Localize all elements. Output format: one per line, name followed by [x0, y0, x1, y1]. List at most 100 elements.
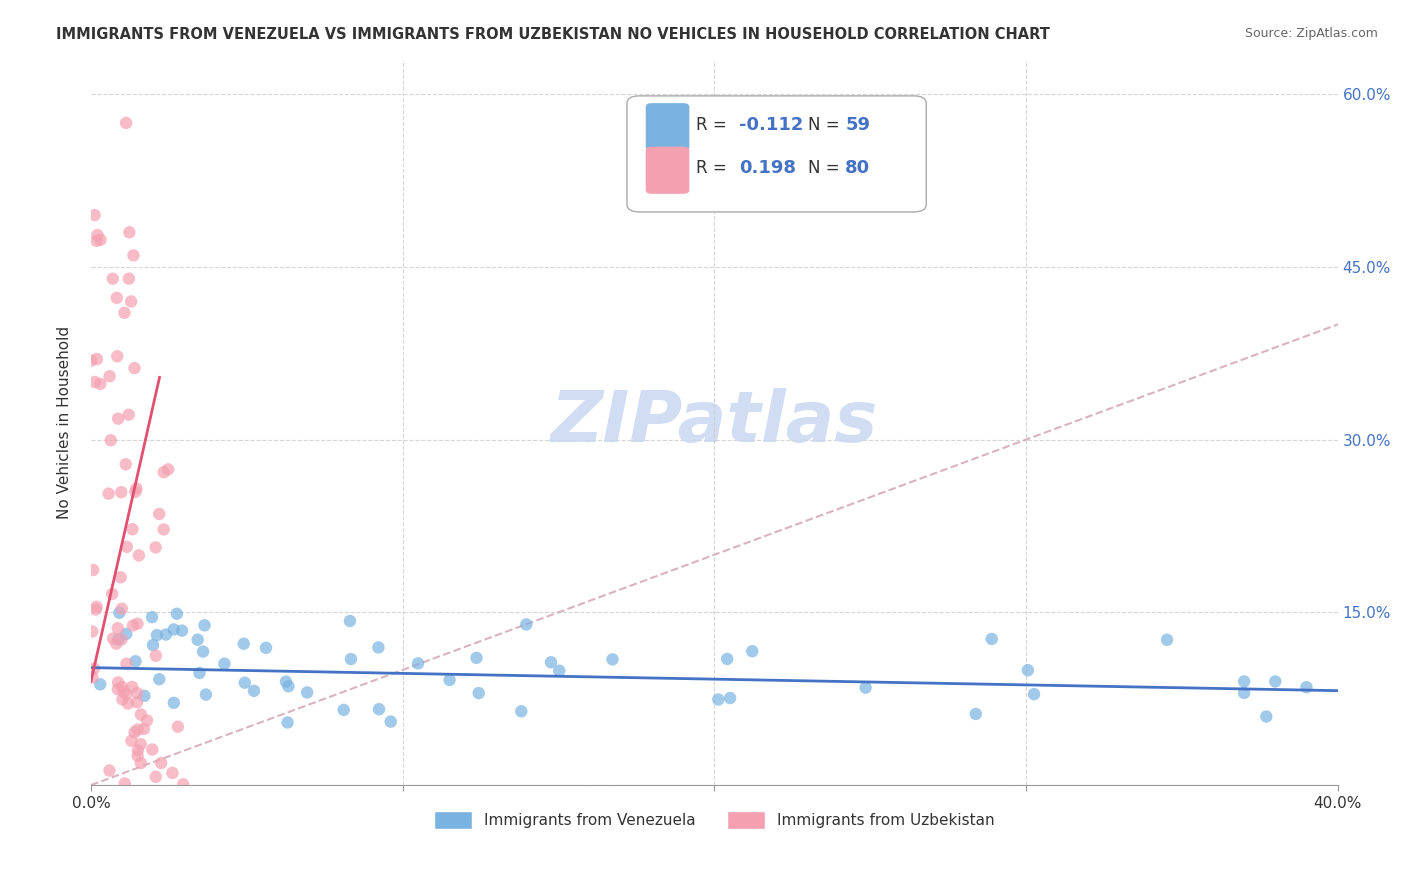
Immigrants from Uzbekistan	[145, 648, 167, 663]
Text: N =: N =	[808, 160, 845, 178]
Immigrants from Venezuela	[1256, 709, 1278, 723]
Immigrants from Uzbekistan	[86, 351, 108, 366]
Immigrants from Uzbekistan	[110, 570, 132, 584]
FancyBboxPatch shape	[627, 95, 927, 212]
Immigrants from Uzbekistan	[127, 616, 149, 631]
Immigrants from Venezuela	[295, 685, 318, 699]
Immigrants from Uzbekistan	[132, 722, 155, 736]
Immigrants from Uzbekistan	[129, 707, 152, 722]
Immigrants from Uzbekistan	[82, 624, 104, 639]
Immigrants from Venezuela	[1022, 687, 1045, 701]
Immigrants from Uzbekistan	[117, 697, 139, 711]
Immigrants from Uzbekistan	[86, 227, 108, 242]
Immigrants from Venezuela	[193, 618, 215, 632]
Immigrants from Uzbekistan	[121, 522, 143, 536]
Text: R =: R =	[696, 116, 731, 134]
Immigrants from Uzbekistan	[114, 457, 136, 471]
Immigrants from Uzbekistan	[84, 602, 107, 616]
Immigrants from Venezuela	[107, 632, 129, 647]
Immigrants from Venezuela	[214, 657, 236, 671]
Immigrants from Venezuela	[602, 652, 624, 666]
Immigrants from Uzbekistan	[105, 349, 128, 363]
Immigrants from Uzbekistan	[167, 720, 190, 734]
Immigrants from Uzbekistan	[112, 684, 135, 698]
Immigrants from Uzbekistan	[145, 770, 167, 784]
Immigrants from Venezuela	[141, 610, 163, 624]
Immigrants from Uzbekistan	[83, 208, 105, 222]
Immigrants from Venezuela	[163, 623, 186, 637]
Immigrants from Venezuela	[170, 624, 193, 638]
Immigrants from Venezuela	[166, 607, 188, 621]
Immigrants from Uzbekistan	[107, 675, 129, 690]
Immigrants from Uzbekistan	[97, 486, 120, 500]
Immigrants from Venezuela	[1017, 663, 1039, 677]
Immigrants from Uzbekistan	[141, 742, 163, 756]
Immigrants from Venezuela	[439, 673, 461, 687]
Immigrants from Venezuela	[718, 691, 741, 706]
Immigrants from Uzbekistan	[145, 541, 167, 555]
Immigrants from Venezuela	[510, 704, 533, 718]
Immigrants from Uzbekistan	[100, 434, 122, 448]
Immigrants from Venezuela	[187, 632, 209, 647]
Immigrants from Uzbekistan	[129, 756, 152, 770]
Immigrants from Uzbekistan	[118, 225, 141, 239]
Immigrants from Venezuela	[155, 627, 177, 641]
Immigrants from Uzbekistan	[115, 687, 138, 701]
Immigrants from Uzbekistan	[120, 294, 142, 309]
Immigrants from Uzbekistan	[125, 695, 148, 709]
Immigrants from Uzbekistan	[111, 601, 134, 615]
Immigrants from Venezuela	[368, 702, 391, 716]
Immigrants from Uzbekistan	[110, 485, 132, 500]
Text: N =: N =	[808, 116, 845, 134]
Immigrants from Uzbekistan	[111, 692, 134, 706]
Immigrants from Uzbekistan	[107, 682, 129, 697]
Immigrants from Uzbekistan	[90, 233, 112, 247]
Immigrants from Venezuela	[980, 632, 1002, 646]
Immigrants from Uzbekistan	[125, 482, 148, 496]
Text: 59: 59	[845, 116, 870, 134]
Text: 0.198: 0.198	[740, 160, 796, 178]
Immigrants from Venezuela	[515, 617, 537, 632]
Immigrants from Uzbekistan	[80, 353, 103, 368]
Immigrants from Uzbekistan	[124, 725, 146, 739]
Immigrants from Uzbekistan	[127, 723, 149, 737]
Immigrants from Uzbekistan	[110, 632, 132, 647]
Immigrants from Uzbekistan	[127, 686, 149, 700]
Immigrants from Venezuela	[191, 644, 214, 658]
Text: R =: R =	[696, 160, 731, 178]
Immigrants from Venezuela	[188, 665, 211, 680]
Immigrants from Uzbekistan	[129, 737, 152, 751]
Immigrants from Uzbekistan	[83, 662, 105, 676]
Immigrants from Venezuela	[716, 652, 738, 666]
Immigrants from Venezuela	[1156, 632, 1178, 647]
Immigrants from Venezuela	[339, 614, 361, 628]
Immigrants from Uzbekistan	[107, 411, 129, 425]
Immigrants from Uzbekistan	[162, 766, 184, 780]
Immigrants from Uzbekistan	[111, 680, 134, 694]
Immigrants from Uzbekistan	[115, 540, 138, 554]
Immigrants from Venezuela	[1233, 674, 1256, 689]
Immigrants from Uzbekistan	[150, 756, 173, 770]
Immigrants from Uzbekistan	[127, 743, 149, 757]
Text: 80: 80	[845, 160, 870, 178]
Immigrants from Uzbekistan	[101, 271, 124, 285]
Immigrants from Uzbekistan	[105, 637, 128, 651]
Immigrants from Uzbekistan	[101, 632, 124, 646]
Immigrants from Venezuela	[367, 640, 389, 655]
Immigrants from Venezuela	[163, 696, 186, 710]
Immigrants from Venezuela	[707, 692, 730, 706]
Immigrants from Uzbekistan	[82, 563, 104, 577]
Immigrants from Uzbekistan	[98, 369, 121, 384]
Immigrants from Venezuela	[108, 606, 131, 620]
Immigrants from Uzbekistan	[122, 248, 145, 262]
Immigrants from Venezuela	[965, 706, 987, 721]
Immigrants from Venezuela	[124, 654, 146, 668]
Immigrants from Uzbekistan	[83, 375, 105, 389]
Immigrants from Venezuela	[855, 681, 877, 695]
Immigrants from Uzbekistan	[148, 507, 170, 521]
Legend: Immigrants from Venezuela, Immigrants from Uzbekistan: Immigrants from Venezuela, Immigrants fr…	[427, 805, 1001, 836]
Immigrants from Uzbekistan	[118, 408, 141, 422]
Immigrants from Venezuela	[274, 674, 297, 689]
Immigrants from Venezuela	[115, 627, 138, 641]
Immigrants from Uzbekistan	[157, 462, 180, 476]
